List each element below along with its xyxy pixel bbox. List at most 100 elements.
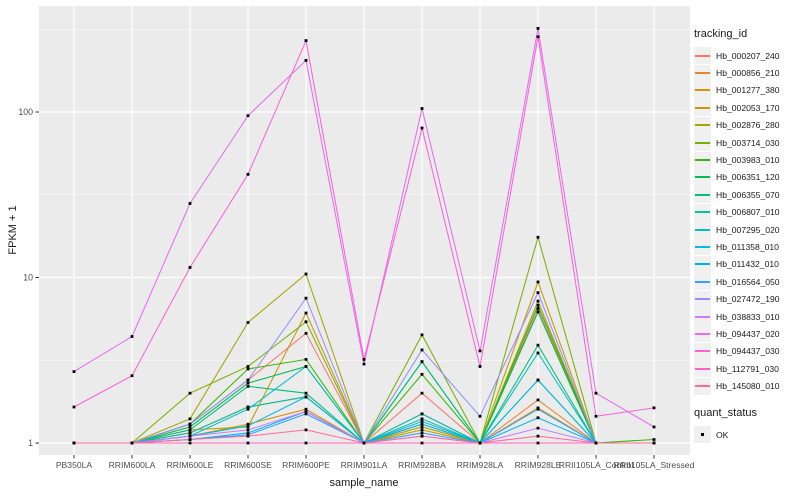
legend-item-label: Hb_145080_010 [716, 381, 780, 392]
legend-key [694, 426, 711, 443]
legend-item: Hb_003983_010 [694, 151, 800, 169]
legend-key-line [695, 54, 710, 57]
y-tick-label: 100 [18, 107, 33, 117]
legend-item: Hb_027472_190 [694, 290, 800, 308]
data-point [536, 299, 540, 303]
data-point [594, 414, 598, 418]
data-point [188, 441, 192, 445]
data-point [246, 378, 250, 382]
data-point [304, 428, 308, 432]
legend-item: Hb_145080_010 [694, 377, 800, 395]
data-point [304, 357, 308, 361]
data-point [420, 412, 424, 416]
data-point [304, 407, 308, 411]
data-point [420, 391, 424, 395]
legend-key [694, 360, 711, 378]
data-point [420, 420, 424, 423]
data-point [304, 395, 308, 399]
data-point [304, 410, 308, 413]
legend-key-line [695, 385, 710, 388]
legend-item: Hb_001277_380 [694, 81, 800, 99]
data-point [536, 398, 540, 402]
x-tick-label: RRIM600LE [167, 460, 214, 470]
data-point [536, 407, 540, 411]
data-point [246, 381, 250, 385]
data-point [130, 441, 134, 445]
data-point [72, 405, 76, 409]
legend: tracking_id Hb_000207_240 Hb_000856_210 Hb… [694, 28, 800, 443]
legend-item-label: Hb_002053_170 [716, 102, 780, 113]
y-axis-title: FPKM + 1 [7, 205, 19, 255]
data-point [304, 272, 308, 276]
data-point [188, 434, 192, 438]
data-point [420, 441, 424, 445]
legend-key [694, 47, 711, 65]
data-point [362, 357, 366, 361]
data-point [246, 384, 250, 388]
legend-key-line [695, 106, 710, 109]
legend-key [694, 325, 711, 343]
data-point [536, 441, 540, 445]
legend-key-line [695, 280, 710, 283]
data-point [188, 391, 192, 395]
data-point [536, 343, 540, 347]
legend-item-label: Hb_006355_070 [716, 189, 780, 200]
legend-key-line [695, 141, 710, 144]
legend-item-label: Hb_003983_010 [716, 155, 780, 166]
data-point [420, 434, 424, 438]
data-point [594, 391, 598, 395]
legend-item: Hb_094437_020 [694, 325, 800, 343]
legend-item: Hb_003714_030 [694, 134, 800, 152]
x-tick-label: RRIM600SE [224, 460, 272, 470]
data-point [246, 441, 250, 445]
x-tick-label: PB350LA [56, 460, 93, 470]
data-point [304, 331, 308, 335]
legend-key-line [695, 350, 710, 353]
x-tick-label: RRIM928LA [457, 460, 504, 470]
data-point [420, 372, 424, 376]
legend-key-line [695, 228, 710, 231]
legend-title-quant-status: quant_status [694, 406, 757, 419]
legend-item: Hb_038833_010 [694, 308, 800, 326]
x-tick-label: RRIM901LA [341, 460, 388, 470]
data-point [304, 412, 308, 416]
data-point [420, 431, 424, 435]
legend-key [694, 290, 711, 308]
x-axis-title: sample_name [329, 477, 399, 489]
data-point [246, 367, 250, 371]
legend-key-line [695, 263, 710, 266]
legend-item: Hb_006807_010 [694, 203, 800, 221]
legend-item: Hb_011358_010 [694, 238, 800, 256]
legend-item-label: Hb_094437_030 [716, 346, 780, 357]
legend-item-label: Hb_011432_010 [716, 259, 779, 270]
legend-key-line [695, 72, 710, 75]
data-point [420, 428, 424, 432]
legend-item: Hb_011432_010 [694, 255, 800, 273]
data-point [536, 35, 540, 39]
legend-item: Hb_002053_170 [694, 99, 800, 117]
data-point [594, 441, 598, 445]
legend-key [694, 308, 711, 326]
legend-key-point [701, 433, 705, 437]
x-tick-label: RRIM928BA [398, 460, 446, 470]
x-tick-label: RRII105LA_Control [559, 460, 634, 470]
data-point [536, 434, 540, 438]
legend-item-label: Hb_000856_210 [716, 68, 780, 79]
legend-key-line [695, 332, 710, 335]
legend-item-quant-status: OK [694, 426, 800, 443]
data-point [188, 417, 192, 421]
legend-key [694, 168, 711, 186]
data-point [420, 360, 424, 364]
legend-item-label: Hb_016564_050 [716, 276, 780, 287]
data-point [420, 425, 424, 429]
legend-key [694, 81, 711, 99]
data-point [130, 374, 134, 378]
data-point [246, 407, 250, 411]
legend-key [694, 342, 711, 360]
data-point [304, 391, 308, 395]
data-point [130, 335, 134, 338]
data-point [246, 172, 250, 176]
data-point [652, 406, 656, 410]
legend-item-label: Hb_094437_020 [716, 328, 780, 339]
